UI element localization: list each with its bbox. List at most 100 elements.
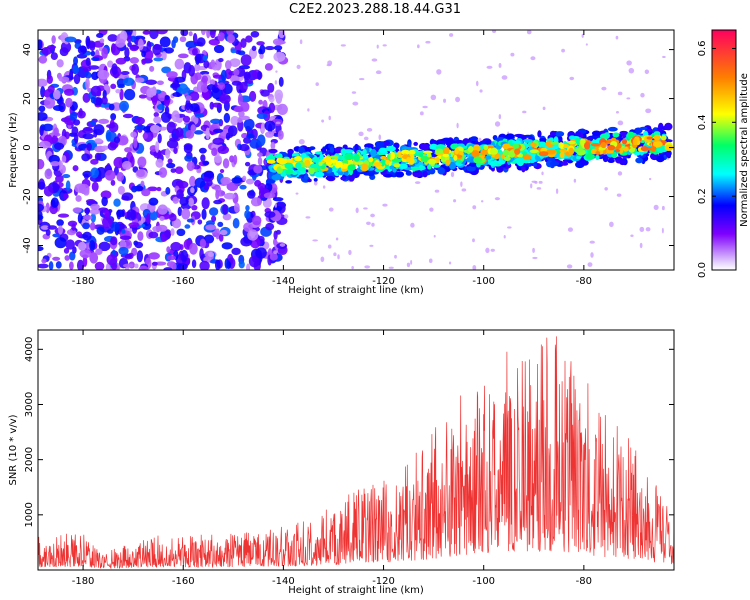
colorbar: 0.0 0.2 0.4 0.6 Normalized spectral amplitu… [697,29,750,278]
heatmap-cell [285,180,293,184]
heatmap-cell [436,69,442,75]
heatmap-cell [399,163,408,169]
heatmap-cell [585,153,595,160]
heatmap-cell [388,266,394,269]
heatmap-cell [226,181,239,192]
heatmap-cell [210,118,222,124]
line-x-tick-label: -80 [576,576,592,587]
heatmap-cell [60,41,72,53]
heatmap-cell [530,183,533,189]
heatmap-cell [182,115,191,123]
heatmap-cell [219,229,228,236]
heatmap-cell [167,158,173,164]
heatmap-cell [218,58,224,63]
heatmap-cell [245,205,250,211]
heatmap-cell [73,119,81,126]
heatmap-cell [61,155,67,163]
heatmap-cell [194,177,206,188]
heatmap-cell [77,45,87,55]
heatmap-cell [652,141,663,148]
heatmap-cell [607,158,615,164]
heatmap-cell [411,166,421,171]
heatmap-cell [130,131,137,138]
heatmap-cell [615,110,619,114]
heatmap-cell [583,141,591,150]
heatmap-cell [318,161,323,166]
heatmap-cell [122,113,134,119]
heatmap-cell [294,156,303,162]
heatmap-cell [118,246,129,256]
heatmap-cell [546,149,556,155]
heatmap-cell [270,141,276,150]
line-y-axis-label: SNR (10 * v/v) [8,414,19,485]
heatmap-cell [222,203,228,215]
heatmap-cell [176,263,188,270]
heatmap-cell [369,244,374,247]
heatmap-cell [134,124,146,131]
heatmap-cell [617,91,623,96]
heatmap-cell [358,131,364,137]
heatmap-cell [340,176,347,181]
heatmap-cell [549,160,560,167]
heatmap-cell [333,252,337,257]
heatmap-cell [275,229,282,235]
heatmap-cell [420,155,430,163]
heatmap-cell [157,133,162,144]
heatmap-cell [380,155,387,160]
heatmap-cell [153,150,162,159]
heatmap-cell [284,162,294,170]
heatmap-cell [615,35,619,40]
heatmap-cell [442,153,450,158]
heatmap-cell [510,52,515,57]
heatmap-cell [486,65,493,69]
heatmap-cell [366,128,373,132]
heatmap-cell [181,208,191,220]
heatmap-cell [268,102,276,114]
heatmap-cell [640,146,649,152]
heatmap-cell [580,159,589,166]
heatmap-cell [626,60,632,66]
heatmap-cell [55,175,64,183]
heatmap-cell [461,188,467,192]
heatmap-cell [537,130,542,138]
heatmap-cell [274,89,284,102]
heatmap-cell [124,47,130,59]
heatmap-cell [72,65,80,75]
heatmap-cell [123,77,135,87]
heatmap-cell [260,122,266,134]
heatmap-cell [110,179,116,186]
heatmap-cell [46,74,54,84]
heatmap-cell [251,45,257,52]
heatmap-cell [455,96,461,103]
heatmap-cell [179,196,189,206]
heatmap-cell [408,149,416,155]
heatmap-cell [147,186,158,192]
heatmap-cell [421,143,429,151]
heatmap-cell [531,180,537,183]
heatmap-cell [237,119,244,132]
heatmap-x-tick-label: -80 [576,276,592,287]
heatmap-cell [85,77,90,90]
heatmap-cell [83,214,93,221]
heatmap-cell [96,90,102,97]
heatmap-cell [247,190,256,199]
heatmap-cell [389,165,395,170]
heatmap-cell [156,186,162,192]
heatmap-cell [227,125,238,137]
heatmap-cell [272,38,284,46]
heatmap-cell [612,132,620,138]
heatmap-cell [555,188,559,194]
heatmap-x-tick-label: -100 [472,276,495,287]
heatmap-cell [223,112,231,123]
heatmap-cell [111,263,118,270]
heatmap-cell [203,176,210,183]
heatmap-cell [248,255,260,268]
heatmap-x-tick-label: -160 [172,276,195,287]
heatmap-cell [82,170,93,178]
heatmap-cell [328,115,331,121]
heatmap-cell [98,118,110,124]
heatmap-cell [240,54,252,67]
heatmap-cell [549,137,554,141]
heatmap-cell [223,192,236,200]
heatmap-cell [448,261,452,265]
